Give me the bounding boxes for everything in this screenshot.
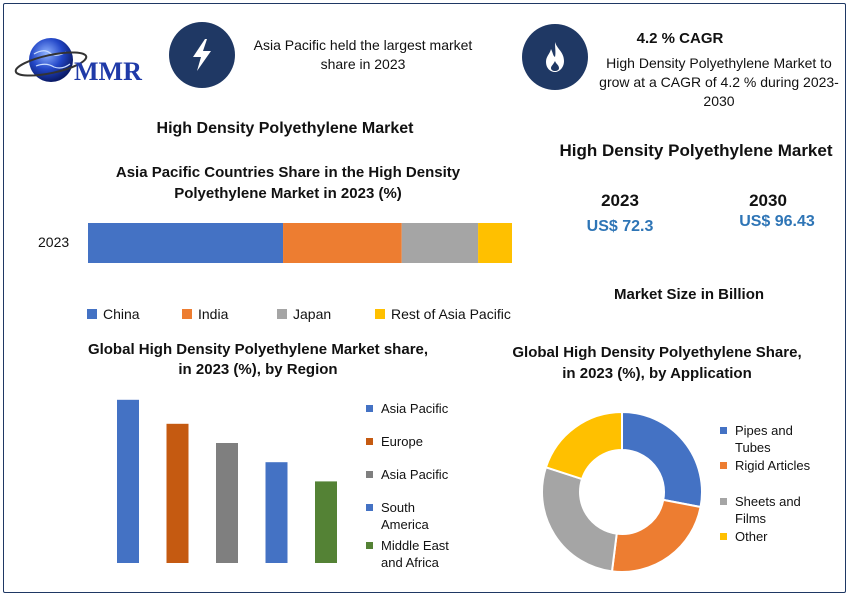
logo: MMR: [14, 22, 164, 92]
value-2023: US$ 72.3: [586, 218, 654, 235]
stacked-chart-title: Asia Pacific Countries Share in the High…: [115, 164, 461, 202]
legend-japan: Japan: [277, 306, 375, 322]
legend-other: Other: [720, 528, 832, 545]
legend-asia-pacific: Asia Pacific: [366, 400, 486, 417]
lightning-icon: [169, 22, 235, 88]
flame-icon: [522, 24, 588, 90]
region-legend: Asia Pacific Europe Asia Pacific South A…: [366, 400, 486, 571]
application-chart-title: Global High Density Polyethylene Share, …: [512, 344, 802, 382]
legend-europe: Europe: [366, 433, 486, 450]
donut-slice-sheets-and-films: [541, 466, 618, 573]
region-bar-5: [315, 481, 337, 563]
legend-rigid-articles: Rigid Articles: [720, 457, 832, 474]
market-size-caption: Market Size in Billion: [613, 286, 765, 303]
section-title: High Density Polyethylene Market: [156, 120, 414, 137]
legend-middle-east-africa: Middle East and Africa: [366, 537, 486, 571]
legend-south-america: South America: [366, 499, 486, 533]
stacked-bar-chart: [88, 223, 512, 263]
donut-slice-other: [544, 410, 623, 481]
application-legend: Pipes and Tubes Rigid Articles Sheets an…: [720, 422, 832, 545]
stacked-category-label: 2023: [38, 234, 70, 250]
stacked-segment-rest-of-asia-pacific: [478, 223, 512, 263]
infographic-frame: [3, 3, 846, 593]
globe-icon: MMR: [14, 38, 142, 86]
value-2030: US$ 96.43: [739, 213, 815, 230]
stacked-segment-india: [283, 223, 402, 263]
region-chart-title: Global High Density Polyethylene Market …: [87, 341, 429, 378]
legend-india: India: [182, 306, 277, 322]
cagr-text: High Density Polyethylene Market to grow…: [599, 55, 839, 109]
market-title: High Density Polyethylene Market: [559, 141, 833, 160]
region-bar-4: [265, 462, 288, 563]
region-bar-3: [216, 443, 238, 563]
donut-slice-rigid-articles: [610, 498, 702, 573]
stacked-segment-china: [88, 223, 284, 263]
region-bar-1: [117, 399, 139, 563]
region-bar-2: [166, 423, 189, 563]
donut-slice-pipes-and-tubes: [621, 410, 703, 509]
region-bar-chart: [117, 399, 337, 563]
svg-text:MMR: MMR: [74, 57, 142, 86]
legend-sheets-films: Sheets and Films: [720, 493, 832, 527]
year-2023: 2023: [601, 191, 639, 210]
legend-asia-pacific-2: Asia Pacific: [366, 466, 486, 483]
highlight-text: Asia Pacific held the largest market sha…: [253, 37, 473, 72]
application-donut-chart: [541, 410, 703, 573]
stacked-segment-japan: [401, 223, 479, 263]
cagr-title: 4.2 % CAGR: [636, 30, 724, 47]
legend-rest-of-asia: Rest of Asia Pacific: [375, 306, 511, 322]
legend-pipes-tubes: Pipes and Tubes: [720, 422, 832, 456]
year-2030: 2030: [749, 191, 787, 210]
legend-china: China: [87, 306, 182, 322]
stacked-legend: China India Japan Rest of Asia Pacific: [87, 306, 511, 322]
